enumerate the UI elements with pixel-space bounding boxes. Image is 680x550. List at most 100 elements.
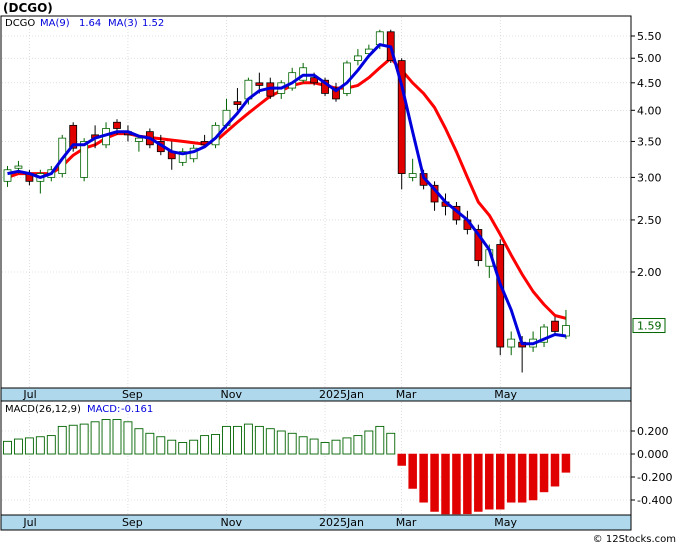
chart-legend: DCGO MA(9) 1.64 MA(3) 1.52 [5, 18, 164, 29]
macd-title: MACD(26,12,9) [5, 404, 81, 415]
candle-down [310, 77, 319, 84]
macd-value-label: MACD: [87, 404, 120, 415]
macd-bar-positive [265, 428, 275, 455]
legend-ma3-label: MA(3) [108, 18, 138, 29]
macd-bar-positive [189, 439, 199, 455]
macd-bar-positive [200, 435, 210, 455]
macd-tick-label: 0.200 [637, 425, 669, 438]
candle-down [69, 124, 78, 149]
price-x-axis: Jul Sep Nov 2025Jan Mar May [22, 388, 517, 401]
candle-up [408, 173, 417, 178]
price-tick-label: 5.50 [637, 30, 662, 43]
macd-bar-positive [254, 425, 264, 455]
candle-down [233, 101, 242, 105]
legend-ma9-label: MA(9) [40, 18, 70, 29]
candle-down [113, 121, 121, 129]
macd-bar-positive [309, 438, 319, 455]
macd-bar-positive [276, 430, 286, 455]
macd-x-axis-band [0, 514, 632, 531]
macd-bar-positive [298, 436, 308, 455]
macd-bar-negative [430, 453, 439, 512]
macd-bar-negative [506, 453, 516, 503]
candle-down [474, 229, 483, 262]
macd-bar-positive [123, 421, 133, 455]
macd-bar-negative [539, 453, 549, 493]
macd-y-axis: 0.200 0.000 -0.200 -0.400 [631, 425, 672, 507]
macd-bar-positive [57, 425, 67, 455]
price-tick-label: 3.00 [637, 171, 662, 184]
macd-bar-negative [452, 453, 461, 515]
price-tick-label: 4.00 [637, 104, 662, 117]
macd-bar-positive [35, 436, 45, 455]
macd-bar-positive [320, 442, 330, 455]
candle-up [3, 169, 12, 182]
macd-bar-negative [408, 453, 417, 489]
macd-bar-positive [243, 423, 253, 455]
macd-x-axis: Jul Sep Nov 2025Jan Mar May [22, 516, 517, 529]
candle-down [496, 244, 505, 348]
last-price-label: 1.59 [637, 320, 662, 333]
macd-bar-positive [331, 439, 341, 455]
ma9-line [7, 56, 567, 320]
macd-bar-negative [485, 453, 494, 510]
macd-tick-label: -0.200 [637, 471, 672, 484]
macd-bar-positive [178, 442, 188, 455]
macd-bar-positive [211, 434, 221, 455]
macd-x-tick-label: Nov [221, 516, 243, 529]
candle-up [80, 141, 89, 178]
watermark: © 12Stocks.com [593, 534, 676, 545]
candle-up [540, 326, 548, 343]
macd-bar-positive [167, 439, 177, 455]
macd-bar-negative [528, 453, 538, 501]
candle-up [353, 55, 362, 61]
price-tick-label: 4.50 [637, 77, 662, 90]
price-tick-label: 2.00 [637, 266, 662, 279]
macd-bar-positive [375, 425, 385, 455]
macd-x-tick-label: Jul [22, 516, 36, 529]
legend-ma3-value: 1.52 [142, 18, 164, 29]
price-panel [0, 15, 632, 389]
macd-bar-positive [79, 423, 89, 455]
macd-bar-negative [419, 453, 428, 503]
candle-up [14, 165, 23, 169]
price-tick-label: 3.50 [637, 135, 662, 148]
ma3-layer [7, 43, 567, 346]
macd-bar-negative [496, 453, 505, 510]
x-tick-label: 2025Jan [319, 388, 364, 401]
macd-x-tick-label: 2025Jan [319, 516, 364, 529]
candle-up [178, 151, 187, 163]
macd-bar-positive [90, 421, 100, 455]
ma3-line [7, 43, 567, 346]
candle-down [397, 60, 406, 174]
macd-bar-positive [3, 440, 12, 455]
macd-bar-negative [517, 453, 527, 503]
macd-bar-positive [145, 432, 155, 455]
x-tick-label: Nov [221, 388, 243, 401]
macd-tick-label: 0.000 [637, 448, 669, 461]
macd-bar-negative [397, 453, 406, 466]
ticker-label: (DCGO) [3, 1, 53, 15]
ma9-layer [7, 56, 567, 320]
macd-x-tick-label: Sep [122, 516, 143, 529]
candle-down [551, 320, 559, 332]
macd-bar-negative [441, 453, 450, 515]
macd-x-tick-label: May [494, 516, 517, 529]
macd-bar-positive [222, 425, 231, 455]
macd-bar-positive [134, 428, 144, 455]
macd-bar-positive [364, 430, 374, 455]
macd-bar-positive [353, 435, 363, 455]
candle-down [255, 82, 264, 86]
x-tick-label: May [494, 388, 517, 401]
macd-bar-positive [24, 437, 34, 455]
macd-bars-layer [3, 419, 571, 515]
price-tick-label: 2.50 [637, 214, 662, 227]
candle-up [507, 338, 516, 348]
macd-tick-label: -0.400 [637, 494, 672, 507]
macd-bar-positive [386, 432, 396, 455]
macd-bar-negative [561, 453, 571, 473]
candle-down [332, 87, 340, 100]
macd-bar-positive [46, 435, 56, 455]
price-tick-label: 5.00 [637, 52, 662, 65]
